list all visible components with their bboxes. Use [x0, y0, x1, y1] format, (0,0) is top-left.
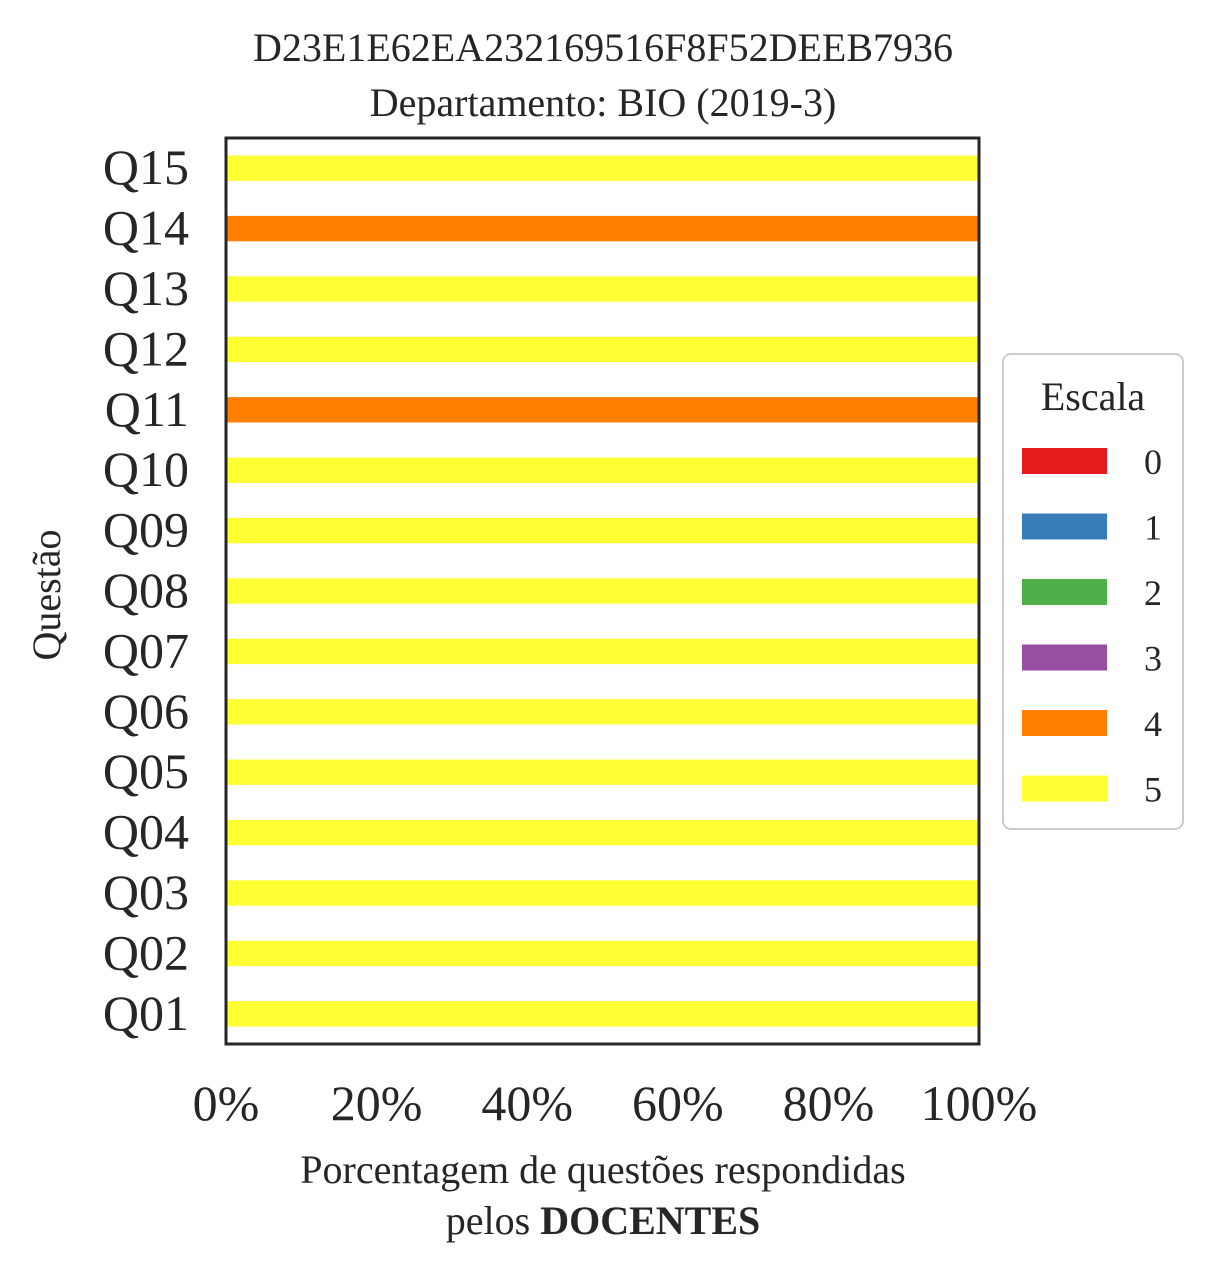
x-axis-label-prefix: pelos	[446, 1198, 530, 1243]
y-tick-label-q07: Q07	[103, 622, 189, 678]
bar-q09-scale-5	[226, 517, 979, 544]
legend-swatch-0	[1022, 448, 1107, 474]
legend-swatch-3	[1022, 644, 1107, 671]
x-axis-label-bold: DOCENTES	[540, 1198, 760, 1243]
legend-label-3: 3	[1144, 639, 1162, 679]
x-tick-label-20: 20%	[331, 1075, 423, 1131]
legend-title: Escala	[1041, 374, 1146, 419]
bar-q06-scale-5	[226, 699, 979, 725]
y-tick-label-q03: Q03	[103, 864, 189, 920]
legend-label-2: 2	[1144, 573, 1162, 613]
bar-q02-scale-5	[226, 940, 979, 967]
x-tick-label-60: 60%	[632, 1075, 724, 1131]
y-tick-label-q09: Q09	[103, 502, 189, 558]
legend-items: 0 1 2 3 4 5	[1022, 442, 1162, 810]
bar-q04-scale-5	[226, 819, 979, 846]
legend-swatch-4	[1022, 710, 1107, 736]
x-axis-label-line1: Porcentagem de questões respondidas	[300, 1147, 905, 1192]
bars-group	[226, 155, 979, 1027]
y-tick-label-q12: Q12	[103, 320, 189, 376]
y-tick-label-q06: Q06	[103, 683, 189, 739]
legend-swatch-5	[1022, 775, 1107, 802]
legend-swatch-1	[1022, 513, 1107, 540]
bar-q13-scale-5	[226, 276, 979, 302]
y-tick-label-q10: Q10	[103, 441, 189, 497]
x-tick-label-0: 0%	[193, 1075, 260, 1131]
legend: Escala 0 1 2 3 4 5	[1002, 353, 1184, 830]
bar-q11-scale-4	[226, 397, 979, 423]
bar-q01-scale-5	[226, 1001, 979, 1027]
y-tick-label-q14: Q14	[103, 200, 189, 256]
chart-title-line2: Departamento: BIO (2019-3)	[370, 80, 837, 125]
y-tick-label-q15: Q15	[103, 139, 189, 195]
bar-q03-scale-5	[226, 880, 979, 906]
bar-q15-scale-5	[226, 155, 979, 181]
legend-label-1: 1	[1144, 508, 1162, 548]
y-tick-label-q04: Q04	[103, 804, 189, 860]
x-axis-label-line2: pelos DOCENTES	[446, 1198, 761, 1243]
bar-q10-scale-5	[226, 457, 979, 483]
y-tick-labels: Q01Q02Q03Q04Q05Q06Q07Q08Q09Q10Q11Q12Q13Q…	[103, 139, 189, 1041]
y-tick-label-q11: Q11	[105, 381, 189, 437]
y-tick-label-q05: Q05	[103, 743, 189, 799]
x-tick-label-40: 40%	[481, 1075, 573, 1131]
bar-q07-scale-5	[226, 638, 979, 665]
bar-q08-scale-5	[226, 578, 979, 604]
y-tick-label-q08: Q08	[103, 562, 189, 618]
bar-q05-scale-5	[226, 759, 979, 785]
y-tick-label-q13: Q13	[103, 260, 189, 316]
legend-label-5: 5	[1144, 770, 1162, 810]
y-tick-label-q02: Q02	[103, 924, 189, 980]
x-tick-labels: 0% 20% 40% 60% 80% 100%	[193, 1075, 1038, 1131]
y-axis-label: Questão	[24, 529, 69, 660]
chart-title-line1: D23E1E62EA232169516F8F52DEEB7936	[253, 25, 953, 70]
bar-q14-scale-4	[226, 215, 979, 242]
plot-frame	[224, 136, 981, 1046]
bar-q12-scale-5	[226, 336, 979, 363]
y-tick-label-q01: Q01	[103, 985, 189, 1041]
legend-label-0: 0	[1144, 442, 1162, 482]
legend-swatch-2	[1022, 579, 1107, 605]
x-tick-label-100: 100%	[921, 1075, 1038, 1131]
legend-label-4: 4	[1144, 704, 1162, 744]
x-tick-label-80: 80%	[783, 1075, 875, 1131]
